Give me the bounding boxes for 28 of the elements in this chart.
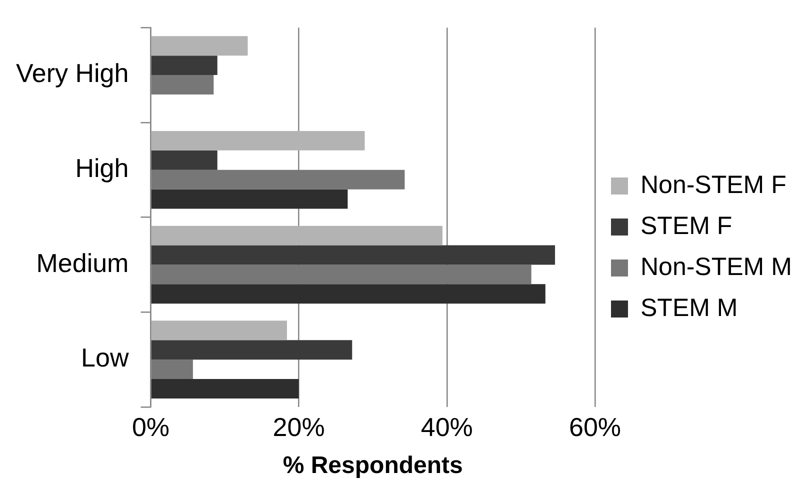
bar — [151, 245, 556, 265]
bar — [151, 264, 532, 284]
bar — [151, 360, 193, 380]
legend-label: STEM M — [640, 294, 738, 322]
legend-label: Non-STEM M — [640, 252, 792, 281]
bar — [151, 189, 348, 209]
bar — [151, 170, 405, 190]
bar — [151, 226, 442, 246]
legend-label: Non-STEM F — [640, 170, 786, 199]
bar — [151, 379, 299, 398]
bar — [151, 340, 352, 360]
y-tick-label: High — [75, 153, 129, 184]
bar — [151, 284, 546, 304]
bar — [151, 150, 218, 170]
bar — [151, 75, 214, 94]
x-tick-label: 40% — [420, 412, 473, 442]
x-tick-label: 60% — [568, 412, 622, 442]
bar — [151, 36, 248, 56]
bar — [151, 130, 365, 150]
y-tick-label: Very High — [16, 58, 129, 88]
y-tick-label: Medium — [36, 248, 129, 278]
bar — [151, 320, 287, 340]
x-axis-title: % Respondents — [282, 452, 463, 480]
y-tick-label: Low — [81, 342, 129, 373]
legend-label: STEM F — [640, 212, 732, 240]
bar — [151, 56, 218, 76]
x-tick-label: 20% — [272, 412, 325, 442]
x-tick-label: 0% — [132, 412, 170, 442]
